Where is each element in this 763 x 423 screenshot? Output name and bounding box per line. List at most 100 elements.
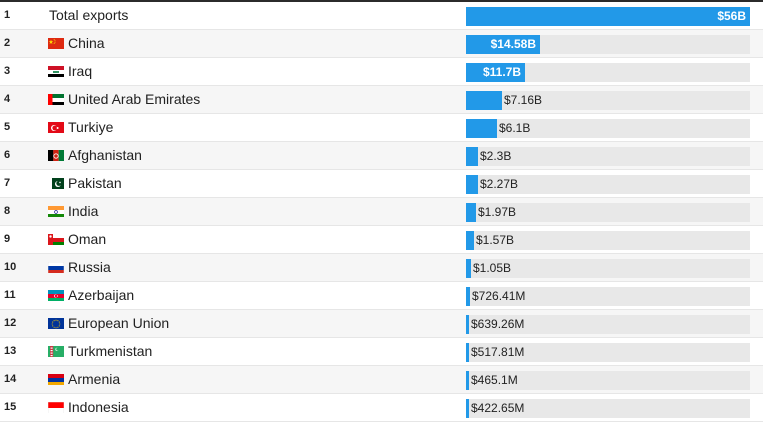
bar xyxy=(466,203,476,222)
country-label: Russia xyxy=(68,259,111,275)
value-label: $517.81M xyxy=(471,345,525,359)
country-label: Armenia xyxy=(68,371,121,387)
bar xyxy=(466,119,497,138)
table-row: 1 Total exports $56B xyxy=(0,2,763,30)
rank-label: 6 xyxy=(4,149,11,161)
rank-label: 9 xyxy=(4,233,11,245)
value-label: $465.1M xyxy=(471,373,518,387)
bar-track: $517.81M xyxy=(466,343,750,362)
iraq-flag xyxy=(48,65,64,77)
table-row: 9 Oman $1.57B xyxy=(0,226,763,254)
table-row: 15 Indonesia $422.65M xyxy=(0,394,763,422)
table-row: 13 Turkmenistan $517.81M xyxy=(0,338,763,366)
value-label: $639.26M xyxy=(471,317,525,331)
turkmenistan-flag xyxy=(48,345,64,357)
turkiye-flag xyxy=(48,121,64,133)
bar-track: $639.26M xyxy=(466,315,750,334)
country-label: Turkiye xyxy=(68,119,114,135)
bar xyxy=(466,399,469,418)
pakistan-flag xyxy=(48,177,64,189)
bar xyxy=(466,371,469,390)
rank-label: 12 xyxy=(4,317,17,329)
bar-track: $2.3B xyxy=(466,147,750,166)
country-label: Total exports xyxy=(49,7,129,23)
table-row: 6 Afghanistan $2.3B xyxy=(0,142,763,170)
value-label: $1.57B xyxy=(476,233,515,247)
country-label: China xyxy=(68,35,105,51)
table-row: 8 India $1.97B xyxy=(0,198,763,226)
bar xyxy=(466,287,470,306)
armenia-flag xyxy=(48,373,64,385)
rank-label: 5 xyxy=(4,121,11,133)
uae-flag xyxy=(48,93,64,105)
bar-track: $2.27B xyxy=(466,175,750,194)
country-label: European Union xyxy=(68,315,170,331)
bar-track: $1.97B xyxy=(466,203,750,222)
bar-track: $11.7B xyxy=(466,63,750,82)
value-label: $1.05B xyxy=(473,261,512,275)
bar xyxy=(466,343,469,362)
country-label: United Arab Emirates xyxy=(68,91,201,107)
bar-track: $465.1M xyxy=(466,371,750,390)
table-row: 4 United Arab Emirates $7.16B xyxy=(0,86,763,114)
value-label: $7.16B xyxy=(504,93,543,107)
bar-track: $14.58B xyxy=(466,35,750,54)
bar-track: $7.16B xyxy=(466,91,750,110)
bar-track: $726.41M xyxy=(466,287,750,306)
value-label: $56B xyxy=(717,9,746,23)
bar xyxy=(466,63,525,82)
country-label: Afghanistan xyxy=(68,147,142,163)
bar-track: $1.57B xyxy=(466,231,750,250)
rank-label: 4 xyxy=(4,93,11,105)
table-row: 12 European Union $639.26M xyxy=(0,310,763,338)
indonesia-flag xyxy=(48,401,64,413)
afghanistan-flag xyxy=(48,149,64,161)
table-row: 2 China $14.58B xyxy=(0,30,763,58)
india-flag xyxy=(48,205,64,217)
table-row: 7 Pakistan $2.27B xyxy=(0,170,763,198)
bar xyxy=(466,35,540,54)
bar xyxy=(466,175,478,194)
table-row: 11 Azerbaijan $726.41M xyxy=(0,282,763,310)
country-label: Pakistan xyxy=(68,175,122,191)
rank-label: 7 xyxy=(4,177,11,189)
country-label: Iraq xyxy=(68,63,93,79)
bar xyxy=(466,147,478,166)
rank-label: 14 xyxy=(4,373,17,385)
china-flag xyxy=(48,37,64,49)
table-row: 10 Russia $1.05B xyxy=(0,254,763,282)
bar-track: $1.05B xyxy=(466,259,750,278)
bar xyxy=(466,231,474,250)
country-label: Indonesia xyxy=(68,399,129,415)
rank-label: 10 xyxy=(4,261,17,273)
value-label: $2.27B xyxy=(480,177,519,191)
azerbaijan-flag xyxy=(48,289,64,301)
bar-track: $422.65M xyxy=(466,399,750,418)
value-label: $422.65M xyxy=(471,401,525,415)
table-row: 5 Turkiye $6.1B xyxy=(0,114,763,142)
rank-label: 8 xyxy=(4,205,11,217)
table-row: 14 Armenia $465.1M xyxy=(0,366,763,394)
value-label: $726.41M xyxy=(472,289,526,303)
bar xyxy=(466,259,471,278)
value-label: $14.58B xyxy=(490,37,536,51)
rank-label: 1 xyxy=(4,9,11,21)
bar xyxy=(466,315,469,334)
bar-track: $6.1B xyxy=(466,119,750,138)
rank-label: 15 xyxy=(4,401,17,413)
value-label: $6.1B xyxy=(499,121,531,135)
country-label: Oman xyxy=(68,231,107,247)
rank-label: 11 xyxy=(4,289,16,301)
eu-flag xyxy=(48,317,64,329)
bar xyxy=(466,7,750,26)
value-label: $2.3B xyxy=(480,149,512,163)
value-label: $11.7B xyxy=(482,65,521,79)
bar xyxy=(466,91,502,110)
value-label: $1.97B xyxy=(478,205,517,219)
rank-label: 2 xyxy=(4,37,11,49)
bar-track: $56B xyxy=(466,7,750,26)
table-row: 3 Iraq $11.7B xyxy=(0,58,763,86)
oman-flag xyxy=(48,233,64,245)
russia-flag xyxy=(48,261,64,273)
